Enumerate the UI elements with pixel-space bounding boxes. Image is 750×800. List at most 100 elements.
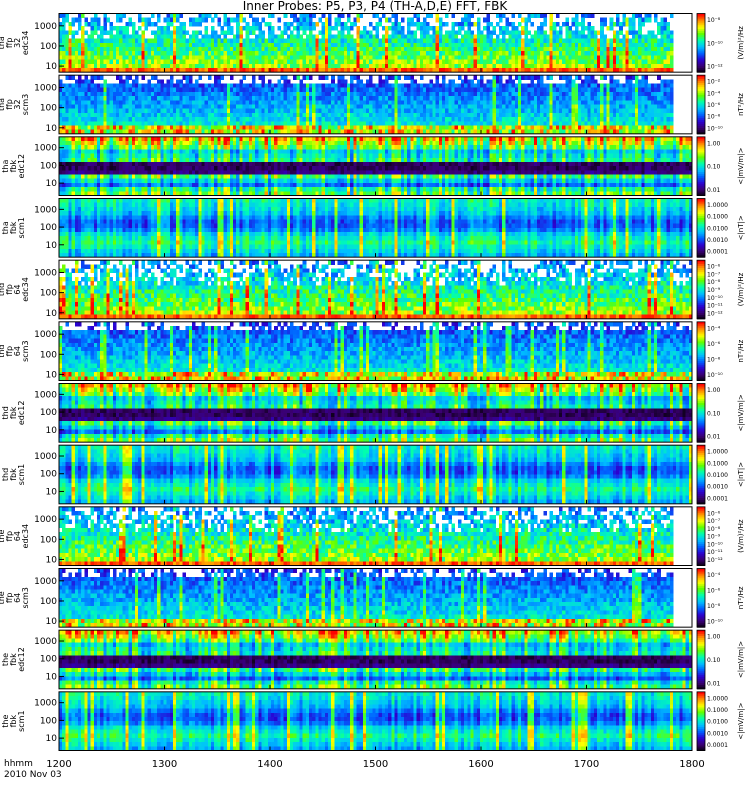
spectrogram-cell	[119, 117, 123, 122]
spectrogram-cell	[300, 55, 304, 60]
spectrogram-cell	[217, 84, 221, 89]
spectrogram-cell	[322, 47, 326, 52]
colorbar-unit: (V/m)²/Hz	[737, 26, 745, 60]
spectrogram-cell	[638, 88, 642, 93]
spectrogram-cell	[524, 75, 528, 80]
spectrogram-cell	[211, 18, 215, 23]
spectrogram-cell	[189, 79, 193, 84]
spectrogram-cell	[303, 125, 307, 130]
spectrogram-cell	[493, 88, 497, 93]
spectrogram-cell	[578, 105, 582, 110]
spectrogram-cell	[255, 55, 259, 60]
spectrogram-cell	[461, 43, 465, 48]
spectrogram-cell	[211, 88, 215, 93]
spectrogram-cell	[306, 18, 310, 23]
spectrogram-cell	[170, 14, 174, 19]
spectrogram-cell	[578, 43, 582, 48]
spectrogram-cell	[562, 60, 566, 65]
spectrogram-cell	[341, 34, 345, 39]
spectrogram-cell	[97, 92, 101, 97]
spectrogram-cell	[439, 43, 443, 48]
spectrogram-cell	[559, 121, 563, 126]
spectrogram-cell	[59, 149, 63, 154]
spectrogram-cell	[391, 117, 395, 122]
spectrogram-cell	[84, 47, 88, 52]
spectrogram-cell	[470, 88, 474, 93]
spectrogram-cell	[613, 39, 617, 44]
spectrogram-cell	[493, 105, 497, 110]
spectrogram-cell	[388, 47, 392, 52]
spectrogram-cell	[72, 39, 76, 44]
spectrogram-cell	[296, 26, 300, 31]
spectrogram-cell	[553, 51, 557, 56]
spectrogram-cell	[220, 47, 224, 52]
spectrogram-cell	[515, 96, 519, 101]
spectrogram-cell	[198, 60, 202, 65]
spectrogram-cell	[268, 47, 272, 52]
spectrogram-cell	[284, 100, 288, 105]
spectrogram-cell	[309, 96, 313, 101]
spectrogram-cell	[306, 26, 310, 31]
spectrogram-cell	[176, 30, 180, 35]
spectrogram-cell	[97, 125, 101, 130]
spectrogram-cell	[186, 79, 190, 84]
spectrogram-cell	[398, 100, 402, 105]
spectrogram-cell	[186, 113, 190, 118]
spectrogram-cell	[81, 39, 85, 44]
spectrogram-cell	[119, 47, 123, 52]
spectrogram-cell	[195, 125, 199, 130]
spectrogram-cell	[217, 34, 221, 39]
spectrogram-cell	[296, 75, 300, 80]
spectrogram-cell	[252, 60, 256, 65]
spectrogram-cell	[303, 117, 307, 122]
spectrogram-cell	[578, 84, 582, 89]
spectrogram-cell	[62, 187, 66, 192]
spectrogram-cell	[205, 60, 209, 65]
spectrogram-cell	[341, 22, 345, 27]
spectrogram-cell	[186, 100, 190, 105]
spectrogram-cell	[448, 121, 452, 126]
spectrogram-cell	[622, 125, 626, 130]
spectrogram-cell	[258, 30, 262, 35]
spectrogram-cell	[138, 100, 142, 105]
spectrogram-cell	[97, 113, 101, 118]
spectrogram-cell	[281, 51, 285, 56]
spectrogram-cell	[312, 125, 316, 130]
spectrogram-cell	[470, 55, 474, 60]
spectrogram-cell	[173, 64, 177, 69]
spectrogram-cell	[651, 55, 655, 60]
spectrogram-cell	[141, 92, 145, 97]
spectrogram-cell	[138, 64, 142, 69]
spectrogram-cell	[553, 26, 557, 31]
spectrogram-cell	[502, 88, 506, 93]
spectrogram-cell	[464, 79, 468, 84]
spectrogram-cell	[357, 121, 361, 126]
spectrogram-cell	[527, 105, 531, 110]
spectrogram-cell	[255, 117, 259, 122]
spectrogram-cell	[208, 64, 212, 69]
spectrogram-cell	[565, 75, 569, 80]
spectrogram-cell	[613, 113, 617, 118]
spectrogram-cell	[369, 100, 373, 105]
spectrogram-cell	[258, 117, 262, 122]
spectrogram-cell	[344, 34, 348, 39]
spectrogram-cell	[284, 79, 288, 84]
spectrogram-cell	[667, 26, 671, 31]
spectrogram-cell	[78, 64, 82, 69]
spectrogram-cell	[581, 84, 585, 89]
spectrogram-cell	[629, 100, 633, 105]
spectrogram-cell	[372, 34, 376, 39]
spectrogram-cell	[553, 43, 557, 48]
spectrogram-cell	[648, 47, 652, 52]
spectrogram-cell	[372, 121, 376, 126]
spectrogram-cell	[455, 105, 459, 110]
spectrogram-cell	[160, 125, 164, 130]
spectrogram-cell	[641, 51, 645, 56]
spectrogram-cell	[239, 14, 243, 19]
spectrogram-cell	[144, 100, 148, 105]
spectrogram-cell	[198, 96, 202, 101]
spectrogram-cell	[413, 125, 417, 130]
spectrogram-cell	[284, 22, 288, 27]
spectrogram-cell	[91, 60, 95, 65]
spectrogram-cell	[426, 109, 430, 114]
